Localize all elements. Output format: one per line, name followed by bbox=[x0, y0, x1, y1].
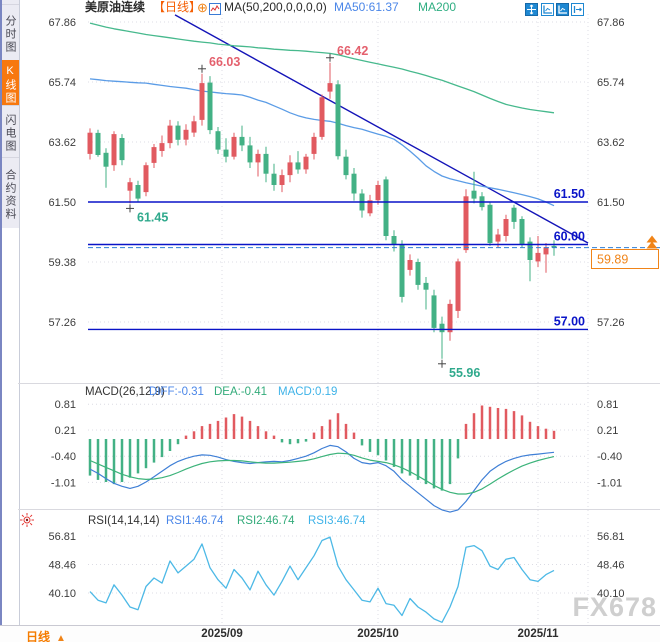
candles-layer bbox=[87, 62, 557, 359]
triangle-up-icon: ▲ bbox=[56, 633, 66, 642]
svg-text:-0.40: -0.40 bbox=[51, 451, 76, 463]
sidebar-tab-contract-info[interactable]: 合约资料 bbox=[2, 157, 19, 230]
indicator-settings-icon[interactable] bbox=[19, 512, 35, 533]
macd-layer bbox=[88, 405, 556, 513]
svg-text:55.96: 55.96 bbox=[449, 366, 480, 380]
rsi3-value: RSI3:46.74 bbox=[308, 515, 366, 527]
svg-text:0.21: 0.21 bbox=[55, 425, 76, 437]
add-indicator-button[interactable]: ⊕ bbox=[197, 0, 208, 15]
time-axis-bar: 日线 ▲ 2025/09 2025/10 2025/11 bbox=[0, 625, 660, 642]
svg-text:65.74: 65.74 bbox=[48, 77, 76, 89]
axis-ticks: 67.86 65.74 63.62 61.50 59.38 57.26 67.86 65.74… bbox=[48, 17, 624, 600]
svg-text:63.62: 63.62 bbox=[48, 137, 76, 149]
svg-text:61.50: 61.50 bbox=[597, 197, 625, 209]
svg-text:67.86: 67.86 bbox=[48, 17, 76, 29]
x-axis-tick: 2025/10 bbox=[357, 628, 399, 640]
svg-text:59.89: 59.89 bbox=[597, 253, 628, 267]
svg-text:40.10: 40.10 bbox=[48, 588, 76, 600]
current-price-line: 59.89 bbox=[88, 235, 660, 269]
svg-text:66.03: 66.03 bbox=[209, 55, 240, 69]
svg-text:65.74: 65.74 bbox=[597, 77, 625, 89]
macd-value: MACD:0.19 bbox=[278, 386, 338, 398]
sidebar: 分时图 K线图 闪电图 合约资料 bbox=[2, 0, 20, 625]
macd-dea-value: DEA:-0.41 bbox=[214, 386, 268, 398]
rsi-layer bbox=[89, 536, 555, 623]
svg-text:57.26: 57.26 bbox=[597, 317, 625, 329]
sidebar-tab-kline[interactable]: K线图 bbox=[2, 60, 19, 106]
ma50-value-label: MA50:61.37 bbox=[334, 0, 399, 14]
sidebar-tab-timeshare[interactable]: 分时图 bbox=[2, 4, 19, 61]
rsi1-value: RSI1:46.74 bbox=[166, 515, 224, 527]
svg-text:67.86: 67.86 bbox=[597, 17, 625, 29]
svg-text:57.26: 57.26 bbox=[48, 317, 76, 329]
chart-type-icon[interactable] bbox=[209, 2, 221, 20]
svg-text:-1.01: -1.01 bbox=[51, 477, 76, 489]
svg-text:61.50: 61.50 bbox=[48, 197, 76, 209]
axis-zoom-icon[interactable] bbox=[541, 3, 554, 16]
svg-text:59.38: 59.38 bbox=[48, 257, 76, 269]
svg-text:0.81: 0.81 bbox=[597, 399, 618, 411]
macd-title: MACD(26,12,9) bbox=[85, 386, 165, 398]
svg-text:40.10: 40.10 bbox=[597, 588, 625, 600]
svg-text:48.46: 48.46 bbox=[597, 560, 625, 572]
symbol-title: 美原油连续 bbox=[85, 0, 146, 14]
sidebar-tab-lightning[interactable]: 闪电图 bbox=[2, 105, 19, 158]
svg-text:57.00: 57.00 bbox=[554, 314, 585, 328]
svg-text:56.81: 56.81 bbox=[48, 531, 76, 543]
svg-text:-1.01: -1.01 bbox=[597, 477, 622, 489]
period-label: 日线 bbox=[26, 630, 51, 642]
svg-text:61.50: 61.50 bbox=[554, 187, 585, 201]
window-edge bbox=[0, 0, 2, 625]
svg-text:-0.40: -0.40 bbox=[597, 451, 622, 463]
period-tag[interactable]: 【日线】 bbox=[153, 0, 202, 14]
support-lines: 61.50 60.00 57.00 bbox=[88, 187, 588, 331]
rsi-title: RSI(14,14,14) bbox=[88, 515, 160, 527]
period-selector[interactable]: 日线 ▲ bbox=[26, 628, 66, 642]
annotations-layer: 66.03 66.42 61.45 55.96 bbox=[126, 44, 480, 380]
svg-text:66.42: 66.42 bbox=[337, 44, 368, 58]
ma-settings-label: MA(50,200,0,0,0,0) bbox=[224, 0, 327, 14]
svg-text:63.62: 63.62 bbox=[597, 137, 625, 149]
svg-text:60.00: 60.00 bbox=[554, 229, 585, 243]
trend-line bbox=[174, 14, 589, 244]
macd-diff-value: DIFF:-0.31 bbox=[149, 386, 204, 398]
x-axis-tick: 2025/11 bbox=[517, 628, 559, 640]
rsi2-value: RSI2:46.74 bbox=[237, 515, 295, 527]
axis-zoom-active-icon[interactable] bbox=[556, 3, 569, 16]
move-icon[interactable] bbox=[525, 3, 538, 16]
exit-pan-icon[interactable] bbox=[571, 3, 584, 16]
svg-text:61.45: 61.45 bbox=[137, 210, 168, 224]
svg-text:56.81: 56.81 bbox=[597, 531, 625, 543]
svg-text:48.46: 48.46 bbox=[48, 560, 76, 572]
ma200-value-label: MA200 bbox=[418, 0, 457, 14]
svg-text:0.21: 0.21 bbox=[597, 425, 618, 437]
grid-layer bbox=[18, 14, 660, 624]
sidebar-tabs-background bbox=[2, 0, 19, 228]
x-axis-tick: 2025/09 bbox=[201, 628, 243, 640]
watermark: FX678 bbox=[572, 592, 657, 622]
svg-text:0.81: 0.81 bbox=[55, 399, 76, 411]
